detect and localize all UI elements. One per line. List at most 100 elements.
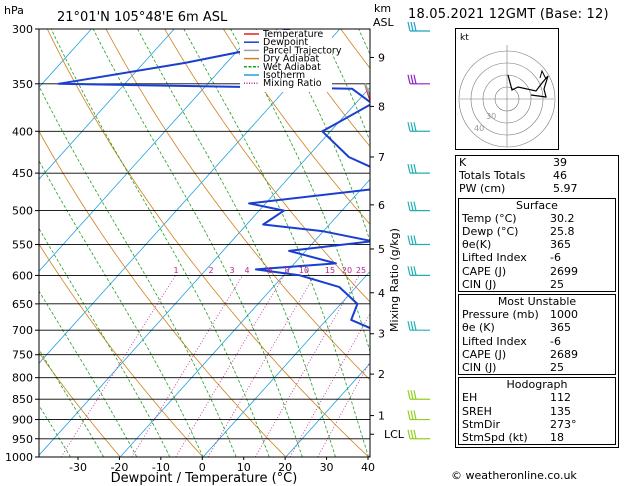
wet-adiabat-line — [39, 85, 237, 457]
unstable-label: Lifted Index — [462, 334, 527, 348]
hodo-unit-label: kt — [460, 33, 469, 43]
hodograph-row: StmSpd (kt) 18 — [459, 431, 615, 444]
height-tick-label: 3 — [378, 328, 385, 341]
surface-value: 2699 — [550, 264, 578, 278]
isotherm-line — [285, 362, 370, 457]
height-tick-label: 1 — [378, 410, 385, 423]
isotherm-line — [39, 29, 175, 180]
mixing-ratio-value-label: 2 — [208, 266, 213, 275]
unstable-label: CIN (J) — [462, 361, 497, 375]
surface-value: 25.8 — [550, 225, 575, 239]
surface-label: Dewp (°C) — [462, 225, 519, 239]
hodograph-label: SREH — [462, 404, 492, 418]
temperature-tick-label: 20 — [278, 461, 292, 474]
surface-value: 365 — [550, 238, 571, 252]
surface-title: Surface — [516, 198, 558, 212]
wind-barb — [407, 74, 430, 85]
surface-row: CAPE (J) 2699 — [459, 265, 615, 278]
index-totals: Totals Totals 46 — [459, 169, 567, 183]
pressure-tick-label: 400 — [12, 125, 33, 138]
surface-row: Lifted Index -6 — [459, 251, 615, 264]
index-pw: PW (cm) 5.97 — [459, 182, 578, 196]
unstable-row: CIN (J) 25 — [459, 361, 615, 374]
mixing-ratio-value-label: 10 — [299, 266, 309, 275]
series-temperature — [364, 83, 370, 103]
temperature-tick-label: 40 — [361, 461, 375, 474]
mixing-ratio-value-label: 4 — [244, 266, 249, 275]
unstable-row: CAPE (J) 2689 — [459, 348, 615, 361]
barb-flag — [410, 235, 414, 245]
temperature-tick-label: 0 — [199, 461, 206, 474]
isotherm-line — [39, 86, 370, 456]
hodo-ring-label: 40 — [474, 124, 484, 133]
hodograph-row: StmDir 273° — [459, 418, 615, 431]
hodograph-value: 112 — [550, 391, 571, 405]
legend-entry: Parcel Trajectory — [263, 45, 342, 56]
mixing-ratio-labels: 1 2 3 4 6 8 10 15 20 25 — [173, 266, 366, 275]
surface-value: 25 — [550, 277, 564, 291]
surface-value: -6 — [550, 251, 561, 265]
hodograph-value: 18 — [550, 431, 564, 445]
hodograph-label: StmSpd (kt) — [462, 431, 528, 445]
wet-adiabat-line — [50, 29, 270, 457]
mixing-ratio-value-label: 15 — [325, 266, 335, 275]
mixing-ratio-line — [131, 275, 243, 457]
background-lines — [39, 29, 370, 457]
hodograph-row: EH 112 — [459, 391, 615, 404]
wind-barb — [407, 235, 430, 246]
pressure-tick-label: 500 — [12, 205, 33, 218]
wind-barb — [407, 410, 430, 421]
unstable-value: 25 — [550, 361, 564, 375]
profile-lines — [57, 29, 370, 330]
barb-flag — [413, 164, 417, 174]
barb-flag — [413, 321, 417, 331]
barb-flag — [410, 429, 414, 439]
barb-flag — [410, 21, 414, 32]
barb-flag — [413, 429, 417, 439]
wind-barb — [407, 164, 430, 174]
height-tick-label: 7 — [378, 151, 385, 164]
height-tick-label: 5 — [378, 243, 385, 256]
height-tick-label: 9 — [378, 51, 385, 64]
barb-flag — [410, 201, 414, 211]
barb-flag — [413, 201, 417, 211]
dry-adiabat-line — [39, 352, 121, 457]
barb-flag — [413, 410, 417, 420]
wind-barb — [407, 429, 430, 440]
isotherm-line — [202, 270, 370, 457]
barb-flag — [410, 266, 414, 276]
hodo-ring-label: 30 — [486, 112, 496, 121]
barb-flag — [413, 122, 417, 132]
surface-label: Lifted Index — [462, 251, 527, 265]
index-k: K 39 — [459, 156, 567, 169]
pressure-tick-label: 750 — [12, 349, 33, 362]
km-label: km — [374, 2, 391, 15]
temperature-tick-label: -20 — [110, 461, 128, 474]
unstable-label: CAPE (J) — [462, 347, 507, 361]
unstable-row: Lifted Index -6 — [459, 335, 615, 348]
hodograph: 30 40 kt — [455, 28, 559, 150]
pressure-tick-label: 900 — [12, 414, 33, 427]
unstable-value: 1000 — [550, 308, 578, 322]
wet-adiabat-line — [230, 29, 370, 353]
unstable-section: Most Unstable Pressure (mb) 1000 θe (K) 365… — [458, 294, 616, 376]
pressure-tick-label: 600 — [12, 269, 33, 282]
unstable-label: θe (K) — [462, 321, 495, 335]
unstable-title: Most Unstable — [497, 295, 577, 309]
unstable-row: Pressure (mb) 1000 — [459, 308, 615, 321]
hodograph-value: 273° — [550, 417, 577, 431]
barb-flag — [407, 321, 411, 331]
hodograph-label: EH — [462, 391, 478, 405]
unstable-label: Pressure (mb) — [462, 308, 539, 322]
pressure-tick-label: 350 — [12, 78, 33, 91]
barb-flag — [407, 235, 411, 245]
pressure-tick-label: 950 — [12, 433, 33, 446]
isotherm-line — [39, 29, 341, 364]
pressure-tick-label: 650 — [12, 298, 33, 311]
hodograph-row: SREH 135 — [459, 405, 615, 418]
isotherm-line — [39, 29, 258, 272]
pressure-tick-label: 850 — [12, 393, 33, 406]
wind-barbs — [407, 21, 430, 440]
wet-adiabat-line — [276, 29, 370, 243]
wind-barb — [407, 21, 430, 32]
